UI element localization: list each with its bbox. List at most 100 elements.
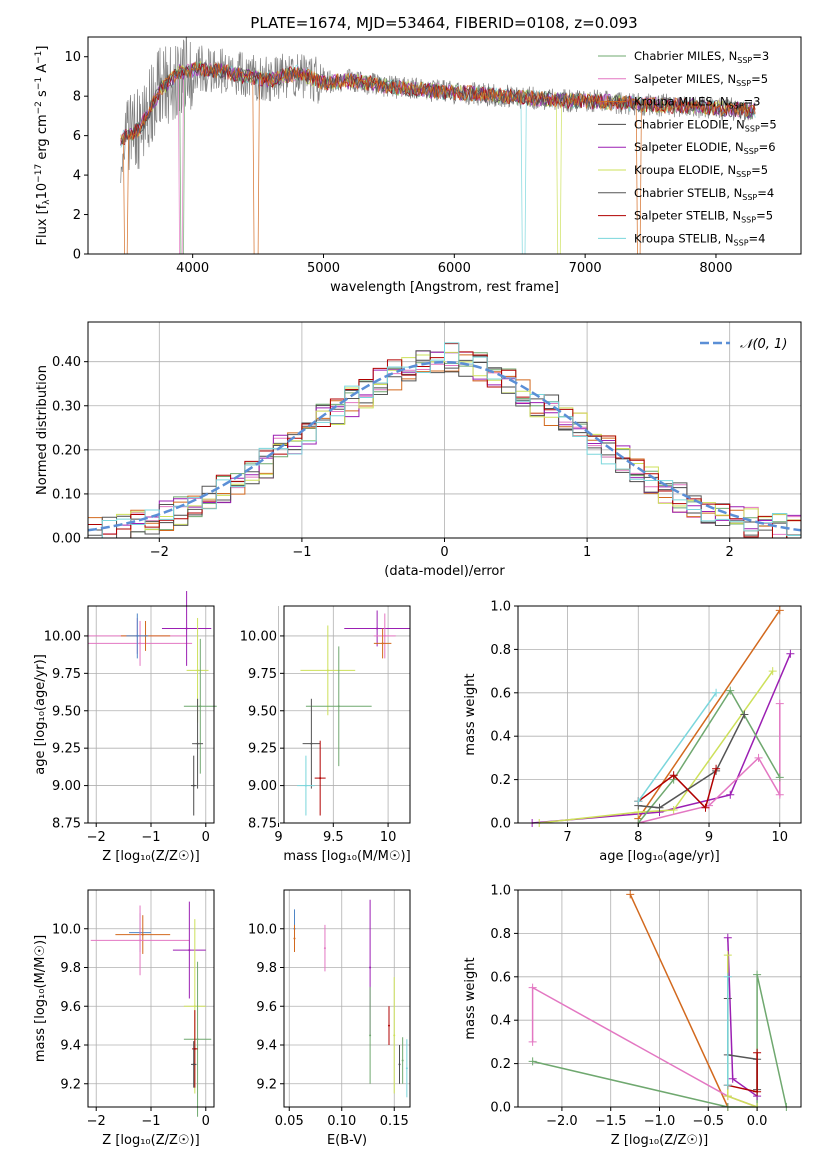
y-tick-label: 0.2	[490, 773, 511, 788]
series-marker	[701, 803, 710, 812]
y-axis-label: Normed distribution	[35, 365, 50, 495]
y-tick-label: 0.40	[52, 355, 81, 370]
data-point	[388, 1024, 390, 1027]
y-tick-label: 9.8	[256, 961, 277, 976]
y-tick-label: 0.0	[490, 1101, 511, 1116]
y-tick-label: 8.75	[248, 817, 277, 832]
legend-entry: Salpeter MILES, NSSP=5	[634, 72, 768, 88]
age-weight-panel: 7 8 9 10 0.0 0.2 0.4 0.6 0.8 1.0 age [log₁₀(age/yr…	[463, 600, 802, 864]
series-marker	[723, 933, 732, 942]
y-tick-label: 9.25	[248, 742, 277, 757]
x-tick-label: 0.15	[380, 1114, 409, 1129]
x-tick-label: −1.0	[644, 1114, 676, 1129]
series-marker	[712, 688, 721, 697]
x-tick-label: 0	[440, 545, 448, 560]
y-tick-label: 1.0	[490, 884, 511, 899]
figure-title: PLATE=1674, MJD=53464, FIBERID=0108, z=0…	[250, 14, 637, 32]
y-tick-label: 1.0	[490, 600, 511, 615]
legend-entry: Chabrier ELODIE, NSSP=5	[634, 117, 777, 133]
series-marker	[775, 606, 784, 615]
series-marker	[528, 983, 537, 992]
series-line-salpeter_elodie	[727, 937, 758, 1097]
data-point	[185, 627, 188, 630]
data-point	[401, 1059, 404, 1062]
ebv-mass-panel: 0.05 0.10 0.15 9.2 9.4 9.6 9.8 10.0 E(B-V)	[248, 889, 411, 1148]
legend-entry: Chabrier MILES, NSSP=3	[634, 49, 769, 65]
y-tick-label: 9.75	[52, 667, 81, 682]
x-tick-label: 0	[202, 1114, 210, 1129]
series-marker	[528, 1037, 537, 1046]
x-axis-label: mass [log₁₀(M/M☉)]	[283, 849, 410, 864]
x-tick-label: −1.5	[595, 1114, 627, 1129]
series-marker	[753, 970, 762, 979]
series-marker	[786, 649, 795, 658]
data-point	[398, 1063, 401, 1066]
legend-entry: Salpeter STELIB, NSSP=5	[634, 209, 773, 225]
x-tick-label: 5000	[307, 261, 340, 276]
series-marker	[726, 790, 735, 799]
series-marker	[728, 1074, 737, 1083]
data-point	[199, 705, 202, 708]
data-point	[193, 1005, 196, 1008]
x-tick-label: 0.05	[275, 1114, 304, 1129]
series-marker	[626, 890, 635, 899]
y-tick-label: 9.00	[248, 779, 277, 794]
series-line-salpeter_miles	[531, 986, 758, 1108]
x-tick-label: 8000	[699, 261, 732, 276]
mass-age-panel: 9 9.5 10 8.75 9.00 9.25 9.50 9.75 10.00 mass [log…	[240, 605, 411, 864]
data-point	[381, 642, 384, 645]
axes-frame	[87, 36, 802, 255]
x-tick-label: −2	[87, 1114, 106, 1129]
x-tick-label: −0.5	[693, 1114, 725, 1129]
y-tick-label: 10.00	[240, 629, 277, 644]
data-point	[196, 742, 199, 745]
data-point	[196, 669, 199, 672]
y-tick-label: 0.00	[52, 532, 81, 547]
y-tick-label: 0.6	[490, 686, 511, 701]
y-tick-label: 9.6	[256, 1000, 277, 1015]
y-tick-label: 0.4	[490, 730, 511, 745]
x-tick-label: −2	[150, 545, 169, 560]
normal-curve	[87, 360, 802, 532]
y-tick-label: 10	[64, 50, 81, 65]
data-point	[310, 742, 313, 745]
x-tick-label: 6000	[438, 261, 471, 276]
series-marker	[754, 753, 763, 762]
y-axis-label: mass [log₁₀(M/M☉)]	[33, 935, 48, 1062]
axes-frame	[517, 605, 802, 824]
y-tick-label: 9.2	[60, 1077, 81, 1092]
y-tick-label: 9.00	[52, 779, 81, 794]
data-point	[136, 634, 139, 637]
x-tick-label: −1	[292, 545, 311, 560]
series-marker	[669, 805, 678, 814]
residuals-panel: 𝒩(0, 1) −2 −1 0 1 2 0.00 0.10 0.20 0.30 0.40 (data-…	[35, 321, 802, 579]
series-line-kroupa_stelib	[637, 692, 717, 802]
y-tick-label: 6	[73, 129, 81, 144]
data-point	[376, 627, 379, 630]
x-tick-label: 1	[583, 545, 591, 560]
legend-entry: 𝒩(0, 1)	[740, 337, 787, 352]
data-point	[141, 933, 144, 936]
y-tick-label: 9.4	[60, 1039, 81, 1054]
series-marker	[753, 1087, 762, 1096]
series-marker	[669, 771, 678, 780]
z-age-panel: −2 −1 0 8.75 9.00 9.25 9.50 9.75 10.00 Z [log₁₀(Z…	[33, 591, 217, 864]
x-axis-label: age [log₁₀(age/yr)]	[599, 849, 720, 864]
y-axis-label: mass weight	[463, 673, 478, 755]
x-tick-label: 10	[772, 830, 789, 845]
data-point	[369, 1034, 372, 1037]
y-tick-label: 9.6	[60, 1000, 81, 1015]
series-marker	[634, 797, 643, 806]
series-marker	[655, 803, 664, 812]
y-tick-label: 0.6	[490, 970, 511, 985]
x-tick-label: 7000	[569, 261, 602, 276]
series-line-salpeter_stelib	[637, 768, 717, 810]
y-tick-label: 10.0	[248, 922, 277, 937]
y-tick-label: 0.10	[52, 487, 81, 502]
y-axis-label: mass weight	[463, 957, 478, 1039]
y-tick-label: 9.2	[256, 1077, 277, 1092]
y-tick-label: 8.75	[52, 817, 81, 832]
x-tick-label: 7	[563, 830, 571, 845]
x-tick-label: −1	[141, 830, 160, 845]
legend-entry: Kroupa STELIB, NSSP=4	[634, 231, 765, 247]
